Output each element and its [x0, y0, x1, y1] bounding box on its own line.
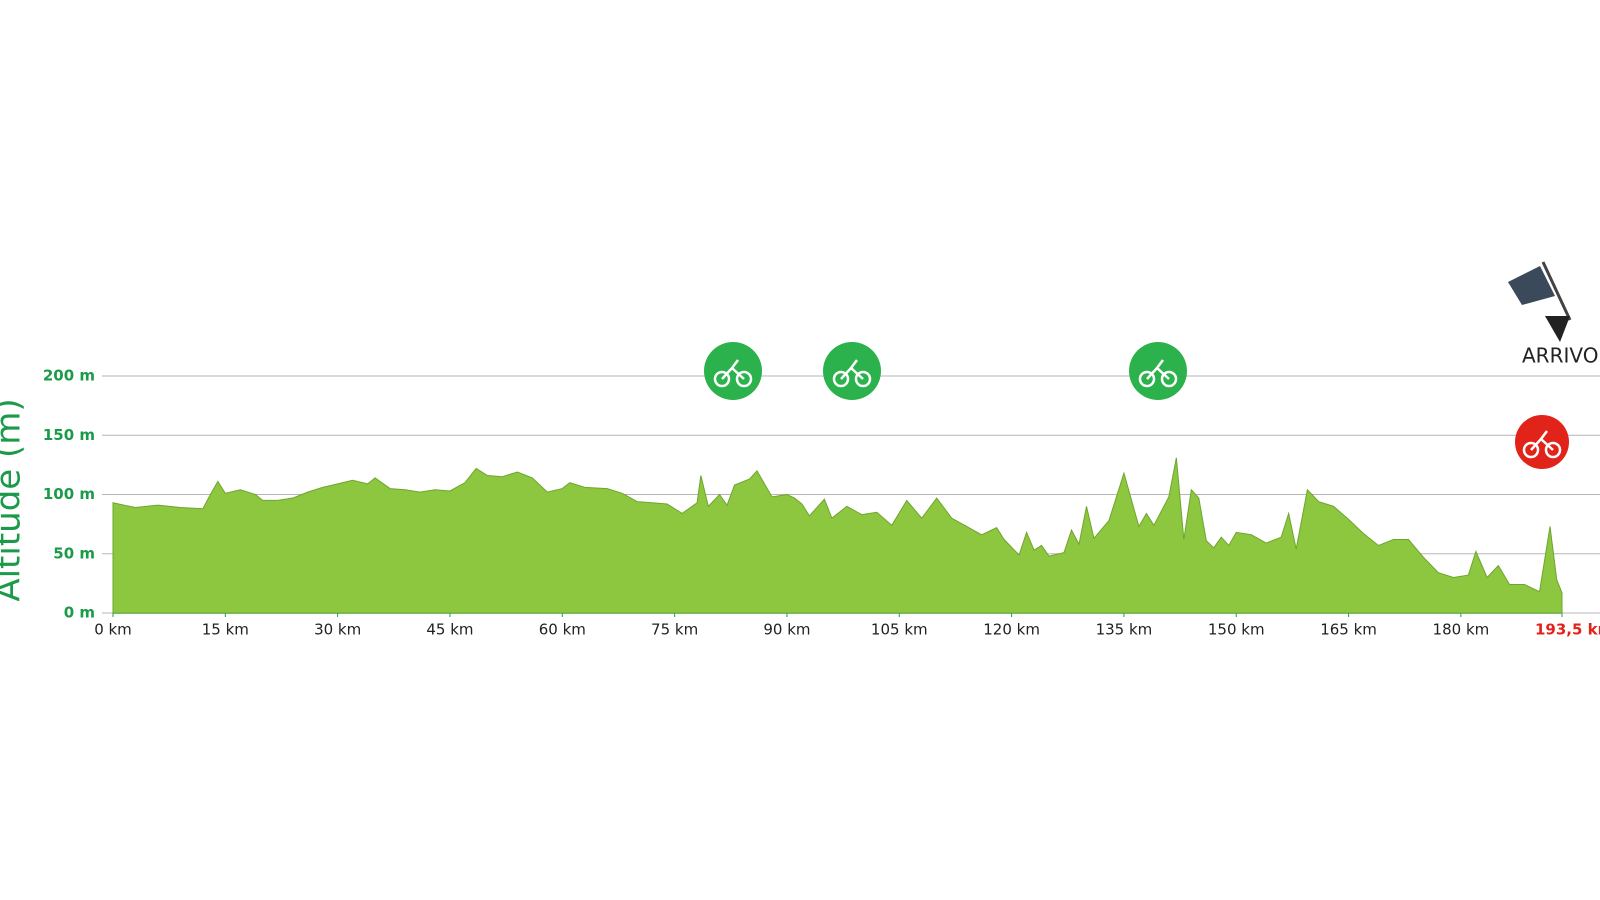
- y-tick-label: 200 m: [43, 367, 95, 385]
- x-tick-label: 60 km: [539, 621, 586, 639]
- finish-flag: [1508, 261, 1572, 342]
- x-tick-label: 0 km: [94, 621, 132, 639]
- x-tick-label: 165 km: [1320, 621, 1377, 639]
- x-tick-label: 120 km: [983, 621, 1040, 639]
- x-tick-label: 193,5 km: [1535, 621, 1600, 639]
- x-tick-label: 135 km: [1096, 621, 1153, 639]
- elevation-area: [112, 457, 1563, 614]
- y-tick-label: 150 m: [43, 426, 95, 444]
- x-tick-label: 105 km: [871, 621, 928, 639]
- y-tick-label: 0 m: [64, 604, 95, 622]
- x-tick-label: 75 km: [651, 621, 698, 639]
- x-tick-label: 180 km: [1433, 621, 1490, 639]
- y-axis-title: Altitude (m): [0, 398, 29, 601]
- x-tick-label: 90 km: [763, 621, 810, 639]
- x-tick-label: 15 km: [202, 621, 249, 639]
- sprint-icon: [704, 342, 1569, 469]
- x-tick-label: 150 km: [1208, 621, 1265, 639]
- y-tick-label: 50 m: [53, 544, 95, 562]
- x-tick-label: 30 km: [314, 621, 361, 639]
- finish-label: ARRIVO: [1522, 344, 1598, 368]
- y-tick-label: 100 m: [43, 485, 95, 503]
- x-tick-label: 45 km: [426, 621, 473, 639]
